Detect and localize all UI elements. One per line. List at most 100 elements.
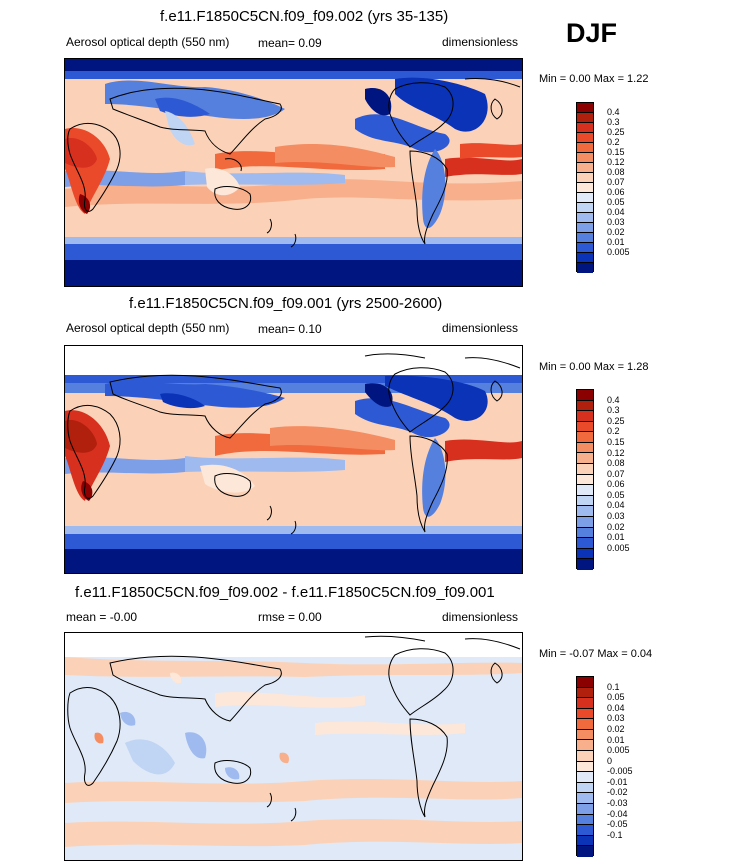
colorbar-swatch: [577, 846, 593, 857]
colorbar-tick-label: 0.07: [607, 177, 625, 187]
colorbar-swatch: [577, 751, 593, 762]
colorbar-swatch: [577, 390, 593, 401]
colorbar-swatch: [577, 203, 593, 213]
colorbar-tick-label: 0.06: [607, 187, 625, 197]
season-label: DJF: [566, 18, 618, 48]
colorbar-tick-label: 0.15: [607, 147, 625, 157]
colorbar-swatch: [577, 687, 593, 699]
colorbar-swatch: [577, 173, 593, 183]
colorbar-swatch: [577, 103, 593, 113]
colorbar-tick-label: 0.3: [607, 405, 620, 416]
rmse-label-bottom: rmse = 0.00: [258, 610, 322, 624]
colorbar-tick-label: 0.05: [607, 692, 625, 703]
aod-map-top: [64, 58, 523, 287]
colorbar-tick-label: 0: [607, 755, 613, 766]
colorbar-swatch: [577, 123, 593, 133]
colorbar-swatch: [577, 506, 593, 517]
colorbar-tick-label: -0.1: [607, 829, 623, 840]
colorbar-swatch: [577, 825, 593, 836]
colorbar-tick-label: -0.01: [607, 776, 628, 787]
minmax-label-top: Min = 0.00 Max = 1.22: [539, 73, 649, 85]
colorbar-swatches-top: [576, 102, 594, 273]
units-label-top: dimensionless: [442, 35, 519, 49]
colorbar-swatch: [577, 495, 593, 507]
colorbar-tick-label: 0.06: [607, 479, 625, 490]
colorbar-tick-label: 0.08: [607, 458, 625, 469]
colorbar-swatch: [577, 698, 593, 709]
colorbar-swatch: [577, 233, 593, 243]
colorbar-swatch: [577, 223, 593, 233]
panel-title-top: f.e11.F1850C5CN.f09_f09.002 (yrs 35-135): [160, 8, 449, 25]
minmax-label-middle: Min = 0.00 Max = 1.28: [539, 361, 649, 373]
colorbar-swatch: [577, 814, 593, 826]
colorbar-tick-label: 0.005: [607, 247, 630, 257]
colorbar-swatch: [577, 163, 593, 173]
colorbar-swatch: [577, 113, 593, 123]
colorbar-tick-label: 0.005: [607, 745, 630, 756]
colorbar-tick-label: 0.15: [607, 436, 625, 447]
colorbar-swatch: [577, 421, 593, 433]
colorbar-tick-label: 0.03: [607, 511, 625, 522]
colorbar-tick-label: 0.005: [607, 542, 630, 553]
colorbar-tick-label: 0.04: [607, 702, 625, 713]
colorbar-swatch: [577, 464, 593, 475]
colorbar-swatch: [577, 485, 593, 496]
colorbar-swatch: [577, 432, 593, 443]
colorbar-tick-label: 0.05: [607, 489, 625, 500]
colorbar-swatch: [577, 143, 593, 153]
colorbar-swatch: [577, 708, 593, 720]
mean-label-middle: mean= 0.10: [258, 322, 322, 336]
colorbar-tick-label: -0.005: [607, 766, 633, 777]
colorbar-swatches-bottom: [576, 676, 594, 857]
colorbar-tick-label: -0.04: [607, 808, 628, 819]
colorbar-swatch: [577, 243, 593, 253]
colorbar-tick-label: 0.4: [607, 107, 620, 117]
colorbar-tick-label: 0.01: [607, 532, 625, 543]
aod-map-middle: [64, 345, 523, 574]
colorbar-swatch: [577, 193, 593, 203]
colorbar-swatch: [577, 793, 593, 804]
panel-title-bottom: f.e11.F1850C5CN.f09_f09.002 - f.e11.F185…: [75, 584, 495, 601]
variable-label-top: Aerosol optical depth (550 nm): [66, 35, 230, 49]
panel-title-middle: f.e11.F1850C5CN.f09_f09.001 (yrs 2500-26…: [129, 295, 443, 312]
colorbar-swatch: [577, 453, 593, 465]
colorbar-tick-label: -0.03: [607, 798, 628, 809]
colorbar-tick-label: 0.01: [607, 734, 625, 745]
colorbar-tick-label: 0.03: [607, 217, 625, 227]
colorbar-swatch: [577, 253, 593, 263]
colorbar-tick-label: 0.08: [607, 167, 625, 177]
colorbar-swatch: [577, 474, 593, 486]
colorbar-swatch: [577, 538, 593, 549]
colorbar-swatch: [577, 803, 593, 815]
colorbar-swatch: [577, 133, 593, 143]
colorbar-tick-label: 0.25: [607, 415, 625, 426]
mean-label-bottom: mean = -0.00: [66, 610, 138, 624]
colorbar-swatch: [577, 411, 593, 422]
colorbar-swatch: [577, 772, 593, 783]
colorbar-tick-label: 0.3: [607, 117, 620, 127]
colorbar-tick-label: -0.05: [607, 819, 628, 830]
colorbar-tick-label: 0.12: [607, 157, 625, 167]
colorbar-tick-label: 0.02: [607, 521, 625, 532]
colorbar-swatch: [577, 400, 593, 412]
colorbar-swatch: [577, 153, 593, 163]
colorbar-swatch: [577, 740, 593, 752]
colorbar-swatch: [577, 835, 593, 847]
colorbar-swatch: [577, 677, 593, 688]
colorbar-swatch: [577, 442, 593, 454]
colorbar-swatch: [577, 183, 593, 193]
colorbar-tick-label: -0.02: [607, 787, 628, 798]
minmax-label-bottom: Min = -0.07 Max = 0.04: [539, 648, 653, 660]
colorbar-swatch: [577, 263, 593, 273]
colorbar-tick-label: 0.01: [607, 237, 625, 247]
colorbar-swatch: [577, 719, 593, 730]
colorbar-tick-label: 0.04: [607, 500, 625, 511]
colorbar-swatch: [577, 548, 593, 560]
colorbar-tick-label: 0.03: [607, 713, 625, 724]
colorbar-tick-label: 0.2: [607, 426, 620, 437]
colorbar-swatches-middle: [576, 389, 594, 570]
colorbar-tick-label: 0.02: [607, 723, 625, 734]
colorbar-tick-label: 0.04: [607, 207, 625, 217]
units-label-bottom: dimensionless: [442, 610, 519, 624]
colorbar-swatch: [577, 213, 593, 223]
